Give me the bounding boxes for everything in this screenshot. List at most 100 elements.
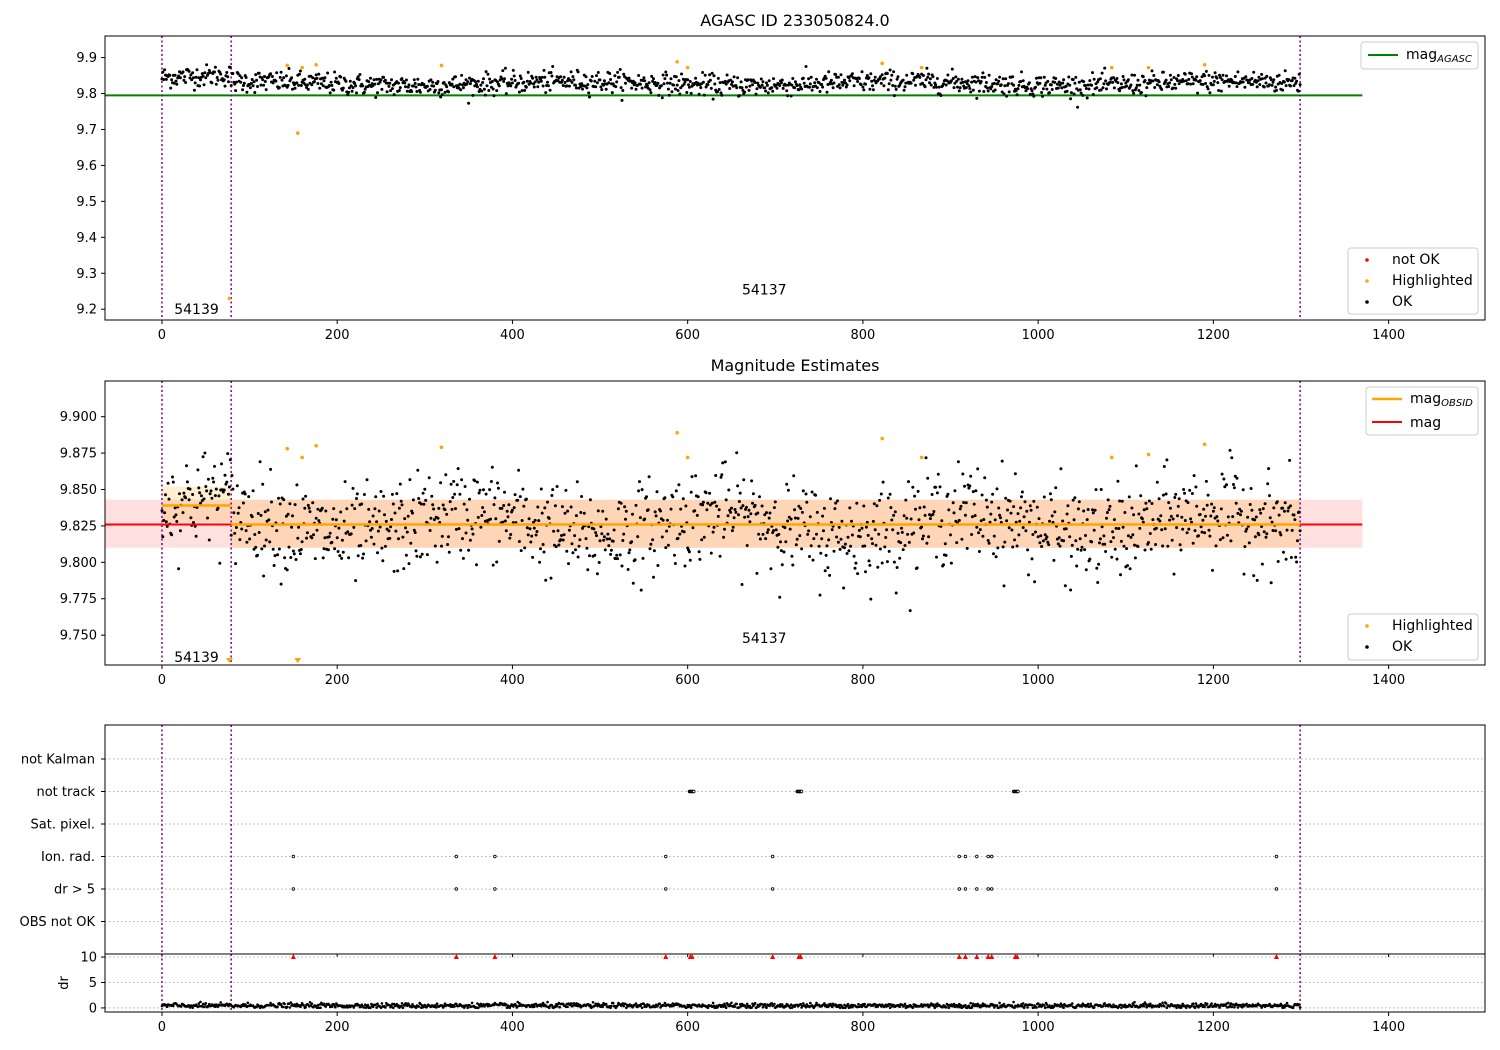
p2-ok-point [298,552,302,556]
p2-ok-point [1159,514,1163,518]
p4-dr-point [1190,1005,1193,1008]
p2-ok-point [1005,519,1009,523]
p2-ok-point [1180,515,1184,519]
p2-ok-point [1134,464,1138,468]
p1-ok-point [1026,87,1030,91]
p1-ok-point [329,80,333,84]
p2-highlighted-point-0 [285,446,290,451]
p1-ok-point [666,81,669,85]
p1-ok-point [1269,78,1273,82]
p2-ok-point [535,530,539,533]
p2-ok-point [1183,519,1187,522]
p1-ok-point [837,83,841,87]
p1-ok-point [546,84,550,88]
p2-ok-point [376,551,379,555]
p2-ok-point [343,480,347,484]
p2-ok-point [1236,511,1240,515]
p2-ok-point [926,476,930,480]
p1-ok-point [990,85,994,89]
p4-dr-point [477,1006,480,1010]
p4-dr-point [1030,1003,1034,1007]
p1-ok-point [199,78,202,82]
p1-ok-point [637,74,641,77]
p2-ok-point [232,511,236,515]
p1-ok-point [928,77,932,81]
p2-ok-point [626,568,630,571]
p1-ok-point [326,71,330,75]
p2-ok-point [432,518,436,522]
p4-dr-point [1092,1006,1096,1009]
p2-ok-point [376,529,380,533]
p2-ok-point [1239,513,1242,517]
p2-ok-point [641,556,645,560]
p1-ok-point [510,81,514,85]
p4-dr-point [1218,1006,1221,1009]
p2-ok-point [185,464,188,468]
p1-ok-point [412,78,416,82]
p1-ok-point [1218,73,1221,77]
p4-dr-point [202,1005,206,1009]
p2-ok-point [205,489,209,493]
p2-ok-point [397,537,400,541]
p1-ok-point [735,86,739,90]
p4-dr-point [761,1005,765,1009]
p1-ok-point [215,76,219,79]
p1-ok-point [1004,77,1008,81]
p1-ok-point [779,81,783,85]
p1-ok-point [1126,78,1130,82]
p1-ok-point [1256,79,1260,83]
p4-dr-point [1163,1005,1166,1008]
p2-ytick-label-3: 9.825 [60,519,97,534]
p2-ok-point [1288,458,1292,462]
p1-ok-point [686,78,690,82]
p2-ok-point [1197,534,1200,538]
p2-highlighted-point-4 [675,430,679,435]
p2-ok-point [1195,504,1199,508]
p2-ok-point [598,539,602,543]
p1-ok-point [918,75,922,79]
p1-ok-point [689,91,693,95]
p2-ok-point [429,516,433,520]
p1-ok-point [1168,81,1172,85]
p2-ok-point [475,480,479,484]
p2-ok-point [437,506,441,510]
p1-ok-point [717,88,721,91]
p1-ok-point [615,80,619,84]
p2-ok-point [669,507,673,511]
p2-ok-point [711,530,715,534]
p1-ok-point [808,85,811,89]
p2-ok-point [737,513,740,517]
p2-ok-point [479,525,483,529]
p2-ok-point [887,549,891,553]
p1-ok-point [996,82,1000,86]
p2-ok-point [1014,520,1018,524]
p2-ok-point [874,543,878,547]
p1-ok-point [953,81,957,85]
p2-ok-point [1272,506,1276,510]
p2-xtick-label-400: 400 [500,673,525,688]
p2-ok-point [1077,500,1081,504]
p1-ok-point [594,85,598,89]
p1-ok-point [935,85,938,89]
p4-dr-outlier-marker [798,954,804,960]
p2-ok-point [774,528,778,532]
p4-dr-outlier-marker [956,954,962,960]
p4-dr-point [611,1001,615,1005]
p1-ok-point [1233,75,1237,78]
p2-ok-point [317,519,321,523]
panel2-frame [104,380,1486,666]
p4-dr-point [204,1002,208,1005]
p2-ok-point [862,504,866,508]
p2-ok-point [1041,539,1045,543]
p1-ok-point [873,75,877,79]
panel1-frame [104,35,1486,321]
p1-ok-point [1111,80,1115,84]
p1-highlighted-point-11 [295,131,300,135]
p2-ok-point [1289,556,1293,559]
p4-dr-point [1035,1006,1038,1009]
p2-ok-point [712,525,716,529]
p2-ok-point [678,532,682,536]
p2-ok-point [524,497,528,501]
p4-dr-point [566,1005,569,1009]
p3-ytick-label-5: OBS not OK [20,915,96,930]
